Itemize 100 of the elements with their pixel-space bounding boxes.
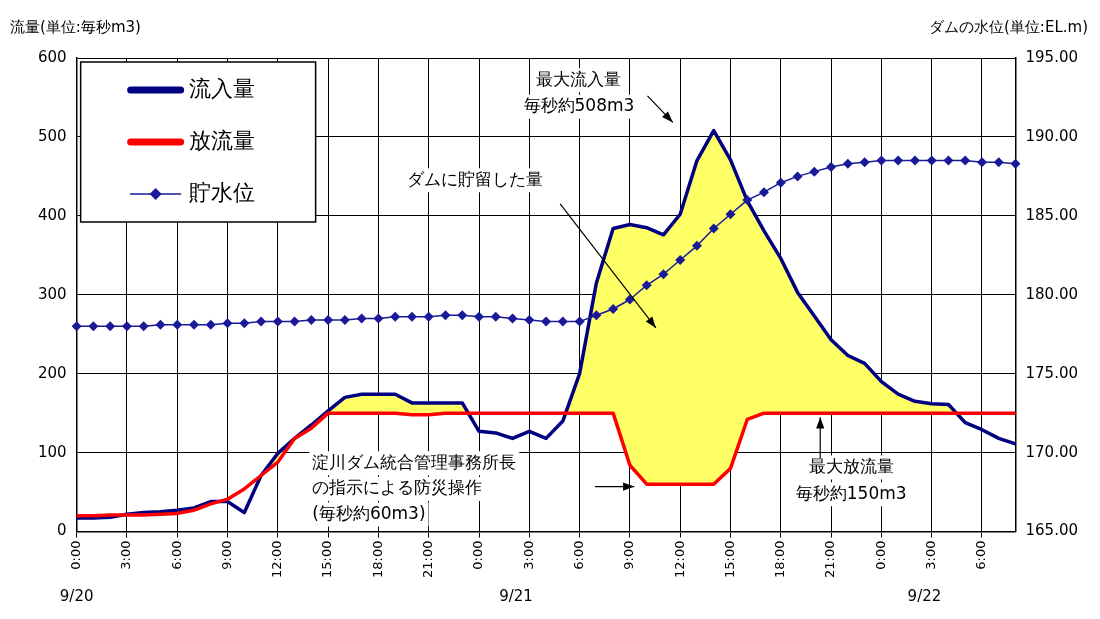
text: 9/22 — [907, 586, 942, 605]
point — [876, 155, 887, 166]
x-tick-label: 18:00 — [772, 540, 788, 578]
x-tick-label: 12:00 — [671, 540, 687, 578]
point — [775, 177, 786, 188]
x-tick-label: 9:00 — [621, 540, 637, 570]
point — [691, 240, 702, 251]
point — [138, 321, 149, 332]
point — [893, 155, 904, 166]
y-tick-label: 0 — [57, 521, 67, 540]
x-tick-label: 0:00 — [68, 540, 84, 570]
point — [222, 318, 233, 329]
point — [289, 316, 300, 327]
point — [474, 311, 485, 322]
x-tick-label: 15:00 — [319, 540, 335, 578]
text: 9/21 — [499, 586, 533, 605]
point — [557, 316, 568, 327]
annotation: 淀川ダム統合管理事務所長 — [312, 451, 517, 472]
x-tick-label: 9:00 — [218, 540, 234, 570]
y2-tick-label: 190.00 — [1025, 126, 1079, 145]
annotation: 毎秒約508m3 — [523, 95, 635, 116]
legend-label: 貯水位 — [188, 179, 255, 205]
point — [759, 187, 770, 198]
text: 9/20 — [59, 586, 94, 605]
point — [239, 318, 250, 329]
y-axis-title: 流量(単位:毎秒m3) — [10, 18, 141, 37]
point — [423, 311, 434, 322]
point — [105, 321, 116, 332]
x-tick-label: 21:00 — [822, 540, 838, 578]
x-tick-label: 3:00 — [520, 540, 536, 570]
x-tick-label: 6:00 — [973, 540, 989, 570]
point — [708, 223, 719, 234]
y-tick-label: 600 — [37, 47, 67, 66]
x-tick-label: 15:00 — [721, 540, 737, 578]
annotation: 最大流入量 — [536, 68, 622, 89]
y-tick-label: 500 — [37, 126, 67, 145]
point — [742, 195, 753, 206]
annotation: ダムに貯留した量 — [406, 168, 543, 189]
point — [339, 315, 350, 326]
y-tick-label: 200 — [37, 363, 67, 382]
point — [993, 157, 1004, 168]
point — [323, 315, 334, 326]
point — [440, 310, 451, 321]
point — [792, 171, 803, 182]
point — [842, 158, 853, 169]
y2-tick-label: 165.00 — [1025, 521, 1079, 540]
legend-label: 流入量 — [188, 75, 255, 101]
annotation: (毎秒約60m3) — [312, 502, 426, 523]
y2-tick-label: 185.00 — [1025, 205, 1079, 224]
point — [155, 319, 166, 330]
x-tick-label: 3:00 — [118, 540, 134, 570]
point — [524, 315, 535, 326]
point — [541, 316, 552, 327]
y-tick-label: 300 — [37, 284, 67, 303]
x-tick-label: 3:00 — [923, 540, 939, 570]
point — [457, 310, 468, 321]
point — [1010, 158, 1021, 169]
point — [390, 311, 401, 322]
point — [88, 321, 99, 332]
point — [188, 319, 199, 330]
point — [608, 303, 619, 314]
legend-label: 放流量 — [188, 127, 255, 153]
y2-tick-label: 170.00 — [1025, 442, 1079, 461]
point — [373, 313, 384, 324]
y2-tick-label: 180.00 — [1025, 284, 1079, 303]
annotation: 毎秒約150m3 — [795, 482, 907, 503]
point — [507, 313, 518, 324]
x-tick-label: 21:00 — [420, 540, 436, 578]
point — [809, 166, 820, 177]
x-tick-label: 6:00 — [168, 540, 184, 570]
point — [71, 321, 82, 332]
annotation: の指示による防災操作 — [312, 477, 483, 498]
point — [205, 319, 216, 330]
point — [976, 157, 987, 168]
point — [943, 155, 954, 166]
point — [306, 315, 317, 326]
x-tick-label: 0:00 — [872, 540, 888, 570]
y-tick-label: 400 — [37, 205, 67, 224]
point — [675, 255, 686, 266]
point — [641, 280, 652, 291]
point — [574, 316, 585, 327]
y2-axis-title: ダムの水位(単位:EL.m) — [929, 18, 1088, 37]
point — [272, 316, 283, 327]
point — [356, 313, 367, 324]
point — [256, 316, 267, 327]
point — [172, 319, 183, 330]
y-tick-label: 100 — [37, 442, 67, 461]
x-tick-label: 18:00 — [369, 540, 385, 578]
x-tick-label: 0:00 — [470, 540, 486, 570]
point — [826, 161, 837, 172]
point — [591, 310, 602, 321]
point — [406, 311, 417, 322]
point — [490, 311, 501, 322]
annotation: 最大放流量 — [808, 456, 894, 477]
point — [909, 155, 920, 166]
x-tick-label: 6:00 — [570, 540, 586, 570]
x-tick-label: 12:00 — [269, 540, 285, 578]
point — [960, 155, 971, 166]
y2-tick-label: 195.00 — [1025, 47, 1079, 66]
y2-tick-label: 175.00 — [1025, 363, 1079, 382]
